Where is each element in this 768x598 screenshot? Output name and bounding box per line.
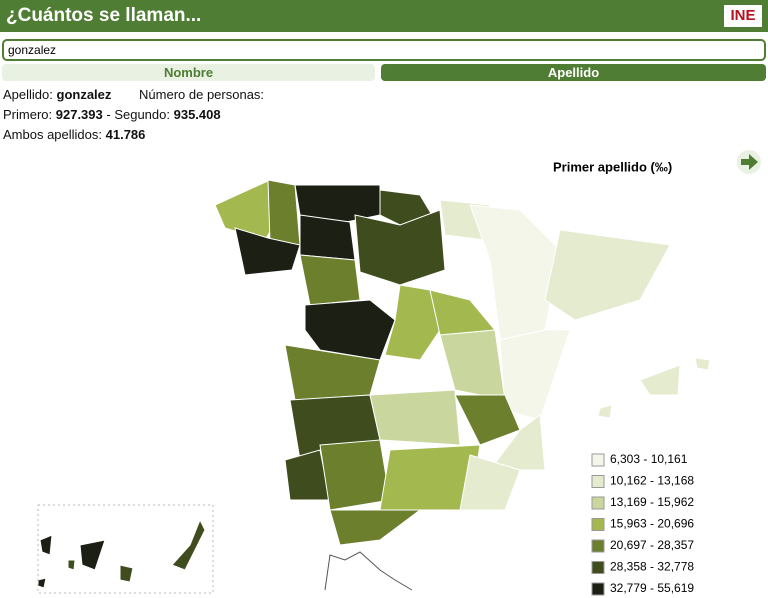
canary-box [37,504,214,594]
legend-label: 20,697 - 28,357 [610,538,694,552]
legend-label: 28,358 - 32,778 [610,560,694,574]
region[interactable] [319,439,391,511]
label: Apellido: [3,87,53,102]
label: Primero: [3,107,53,122]
africa-coast [324,551,413,591]
info-line: Apellido: gonzalez Número de personas: [3,87,264,102]
region[interactable] [267,179,301,246]
region[interactable] [39,534,53,556]
logo[interactable]: INE [724,5,762,27]
region[interactable] [439,329,506,401]
region[interactable] [459,454,521,511]
region[interactable] [329,509,422,546]
legend-swatch [591,582,605,596]
legend-label: 13,169 - 15,962 [610,495,694,509]
region[interactable] [369,389,461,446]
legend-swatch [591,518,605,531]
map-title: Primer apellido (‰) [553,159,672,174]
legend: 6,303 - 10,161 10,162 - 13,168 13,169 - 15… [591,452,694,596]
info-line: Ambos apellidos: 41.786 [3,127,145,142]
legend-label: 32,779 - 55,619 [610,581,694,595]
region[interactable] [639,364,681,396]
region[interactable] [119,564,134,583]
region[interactable] [694,357,711,371]
header: ¿Cuántos se llaman... INE [0,0,768,32]
legend-label: 15,963 - 20,696 [610,517,694,531]
region[interactable] [234,227,301,276]
region[interactable] [429,289,496,336]
title: ¿Cuántos se llaman... [6,5,202,26]
regions [37,179,711,589]
region[interactable] [489,414,546,471]
label: Ambos apellidos: [3,127,102,142]
region[interactable] [299,254,361,306]
tab[interactable]: Nombre [2,64,375,81]
tab[interactable]: Apellido [381,64,766,81]
region[interactable] [597,404,613,419]
legend-label: 10,162 - 13,168 [610,474,694,488]
legend-swatch [591,453,605,467]
search-input[interactable]: gonzalez [2,39,766,61]
info-line: Primero: 927.393 - Segundo: 935.408 [3,107,221,122]
legend-swatch [591,561,605,574]
legend-label: 6,303 - 10,161 [610,452,688,466]
value: gonzalez [56,87,112,102]
region[interactable] [544,229,671,321]
region[interactable] [171,518,206,571]
arrow-icon [741,154,758,170]
label: Número de personas: [139,87,265,102]
label: - Segundo: [106,107,170,122]
region[interactable] [499,329,571,421]
legend-swatch [591,496,605,510]
region[interactable] [299,214,356,261]
value: 41.786 [105,127,146,142]
value: 927.393 [55,107,103,122]
region[interactable] [67,559,76,571]
region[interactable] [79,539,106,571]
value: 935.408 [173,107,221,122]
legend-swatch [591,539,605,553]
region[interactable] [354,209,446,286]
region[interactable] [37,577,47,589]
legend-swatch [591,475,605,488]
